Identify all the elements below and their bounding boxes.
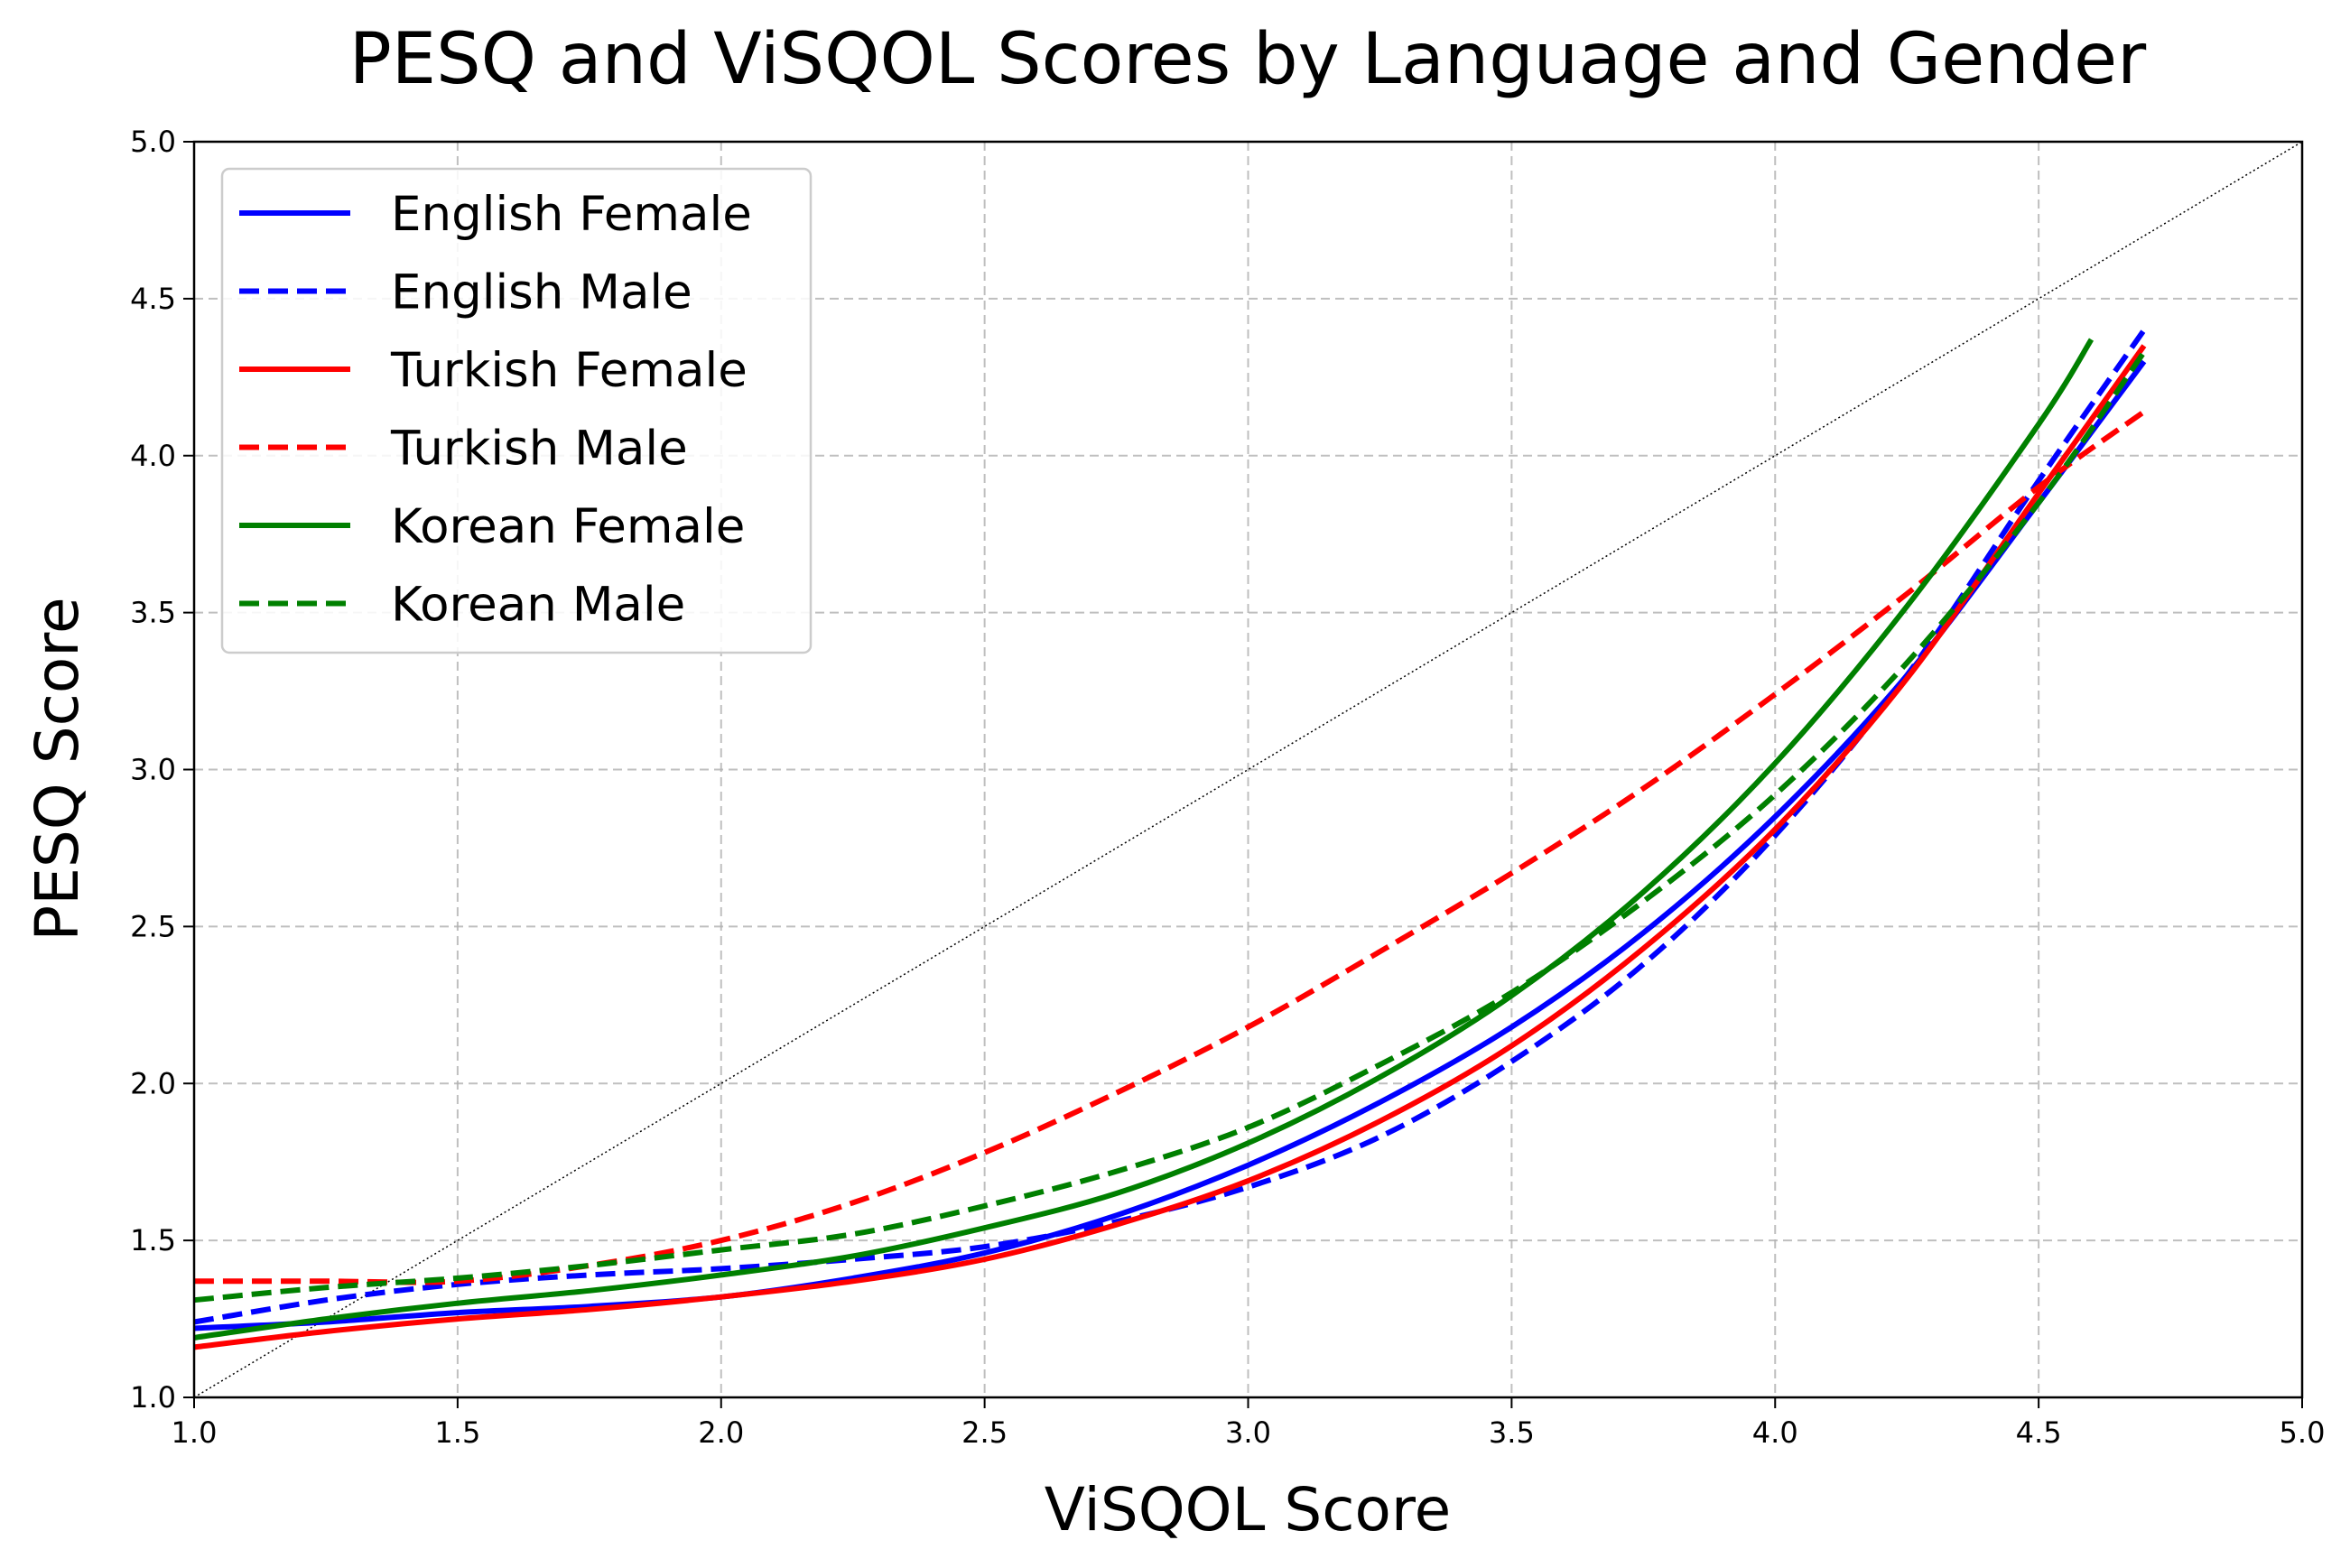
y-tick-label: 2.0 [130,1066,176,1100]
x-tick-label: 1.0 [172,1415,218,1450]
chart-title: PESQ and ViSQOL Scores by Language and G… [349,19,2147,100]
legend-label: Turkish Female [390,343,748,398]
y-tick-label: 4.5 [130,282,176,316]
x-tick-label: 2.5 [961,1415,1008,1450]
legend-label: Turkish Male [390,422,688,477]
legend: English Female English Male Turkish Female… [220,167,813,654]
y-tick-label: 2.5 [130,909,176,943]
legend-label: Korean Female [391,499,745,554]
series-line-korean-male [193,350,2147,1304]
y-tick-label: 1.0 [130,1380,176,1415]
y-tick-label: 3.5 [130,596,176,630]
x-tick-label: 3.5 [1489,1415,1535,1450]
x-tick-label: 2.0 [698,1415,744,1450]
x-axis-ticks: 1.0 1.5 2.0 2.5 3.0 3.5 4.0 4.5 5.0 [172,1397,2326,1450]
y-tick-label: 4.0 [130,439,176,473]
series-line-turkish-female [193,344,2147,1350]
y-axis-ticks: 1.0 1.5 2.0 2.5 3.0 3.5 4.0 4.5 5.0 [130,125,194,1415]
x-tick-label: 5.0 [2280,1415,2326,1450]
legend-label: Korean Male [391,578,685,633]
series-line-english-female [193,359,2147,1331]
x-tick-label: 1.5 [434,1415,480,1450]
legend-label: English Female [391,187,752,242]
series-layer [193,328,2147,1350]
x-axis-label: ViSQOL Score [1045,1475,1451,1545]
x-tick-label: 4.0 [1752,1415,1798,1450]
y-tick-label: 5.0 [130,125,176,159]
legend-box [220,167,813,654]
y-axis-label: PESQ Score [23,597,92,941]
y-tick-label: 3.0 [130,753,176,787]
y-tick-label: 1.5 [130,1223,176,1257]
legend-label: English Male [391,265,692,320]
series-line-korean-female [193,338,2095,1341]
x-tick-label: 3.0 [1225,1415,1271,1450]
x-tick-label: 4.5 [2016,1415,2062,1450]
